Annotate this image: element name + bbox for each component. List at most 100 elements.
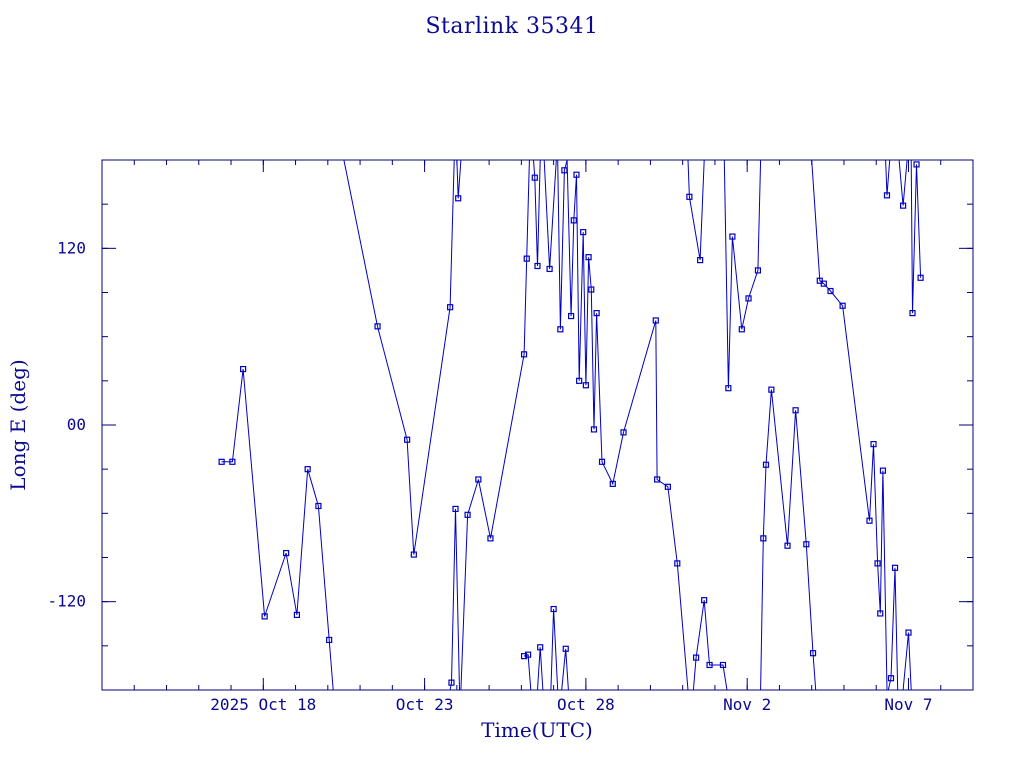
data-point	[620, 429, 627, 436]
data-point	[283, 549, 290, 557]
data-point	[870, 441, 877, 448]
series-line-22	[910, 160, 922, 314]
data-point	[827, 287, 834, 295]
data-point	[534, 262, 541, 270]
data-point	[550, 605, 557, 613]
data-point	[240, 365, 247, 373]
data-point	[557, 326, 564, 333]
x-tick-label: Nov 2	[723, 695, 771, 714]
data-point	[809, 650, 817, 657]
data-point	[693, 654, 700, 661]
data-point	[760, 535, 767, 542]
x-tick-label: Nov 7	[884, 695, 932, 714]
data-point	[573, 171, 580, 178]
series-line-5	[523, 654, 532, 690]
data-point	[261, 613, 268, 620]
data-point	[654, 476, 661, 483]
data-point	[582, 382, 589, 389]
series-line-15	[723, 160, 762, 389]
data-point	[570, 217, 577, 224]
data-point	[913, 161, 920, 168]
axis-tick-labels: 2025 Oct 18 Oct 23 Oct 28 Nov 2 Nov 7 120 00 -1…	[47, 238, 932, 714]
data-point	[580, 229, 587, 236]
data-point	[609, 480, 616, 487]
series-line-2	[449, 508, 460, 690]
data-point	[455, 195, 462, 202]
data-point	[745, 295, 752, 302]
data-point	[866, 517, 873, 524]
data-point	[229, 458, 236, 465]
series-line-6	[533, 160, 541, 267]
y-tick-label: 120	[57, 238, 86, 257]
data-point	[697, 257, 704, 264]
data-point	[909, 310, 916, 317]
axis-ticks	[101, 159, 974, 691]
x-axis-label: Time(UTC)	[481, 718, 593, 742]
data-point	[879, 467, 887, 474]
series-line-18	[885, 160, 891, 196]
x-tick-label: 2025 Oct 18	[210, 695, 316, 714]
data-point	[738, 326, 745, 333]
data-point	[588, 286, 595, 293]
data-point	[887, 675, 895, 682]
data-point	[520, 653, 528, 660]
series-line-19	[887, 567, 899, 690]
x-tick-label: Oct 28	[557, 695, 615, 714]
series-line-3	[456, 160, 462, 199]
data-point	[568, 312, 575, 320]
series-line-4	[460, 160, 530, 690]
series-lines	[221, 160, 922, 690]
y-axis-label: Long E (deg)	[6, 359, 30, 491]
data-point	[917, 274, 924, 281]
data-markers	[218, 161, 924, 686]
series-line-1	[343, 160, 455, 555]
data-point	[410, 551, 417, 558]
series-line-21	[902, 632, 912, 690]
data-point	[877, 610, 884, 617]
data-point	[475, 476, 482, 483]
data-point	[891, 564, 899, 571]
y-tick-label: -120	[47, 592, 86, 611]
data-point	[404, 436, 411, 443]
data-point	[874, 560, 881, 567]
data-point	[820, 280, 827, 287]
series-line-20	[898, 160, 908, 206]
data-point	[523, 255, 530, 262]
series-line-7	[537, 647, 544, 690]
chart-title: Starlink 35341	[425, 14, 599, 39]
data-point	[792, 407, 799, 414]
data-point	[784, 542, 791, 549]
data-point	[729, 233, 736, 240]
data-point	[762, 461, 770, 468]
data-point	[315, 502, 322, 510]
data-point	[448, 679, 455, 686]
series-line-13	[687, 160, 705, 261]
data-point	[593, 310, 600, 317]
data-point	[686, 193, 693, 200]
data-point	[537, 644, 544, 651]
data-point	[719, 661, 727, 669]
data-point	[905, 629, 912, 636]
series-line-10	[557, 160, 568, 330]
data-point	[562, 645, 569, 652]
series-line-14	[692, 600, 728, 690]
data-point	[576, 377, 583, 384]
data-point	[326, 636, 333, 644]
data-point	[374, 323, 381, 330]
data-point	[487, 535, 494, 542]
y-tick-label: 00	[67, 415, 86, 434]
series-line-16	[760, 389, 817, 690]
plot-frame	[101, 159, 974, 691]
data-point	[520, 351, 528, 358]
data-point	[674, 560, 681, 567]
series-line-9	[550, 608, 559, 690]
data-point	[561, 167, 568, 174]
data-point	[768, 386, 775, 393]
series-line-12	[566, 160, 689, 690]
data-point	[293, 611, 300, 619]
data-point	[452, 505, 459, 513]
data-point	[218, 458, 225, 465]
data-point	[531, 174, 538, 181]
data-point	[524, 651, 532, 658]
